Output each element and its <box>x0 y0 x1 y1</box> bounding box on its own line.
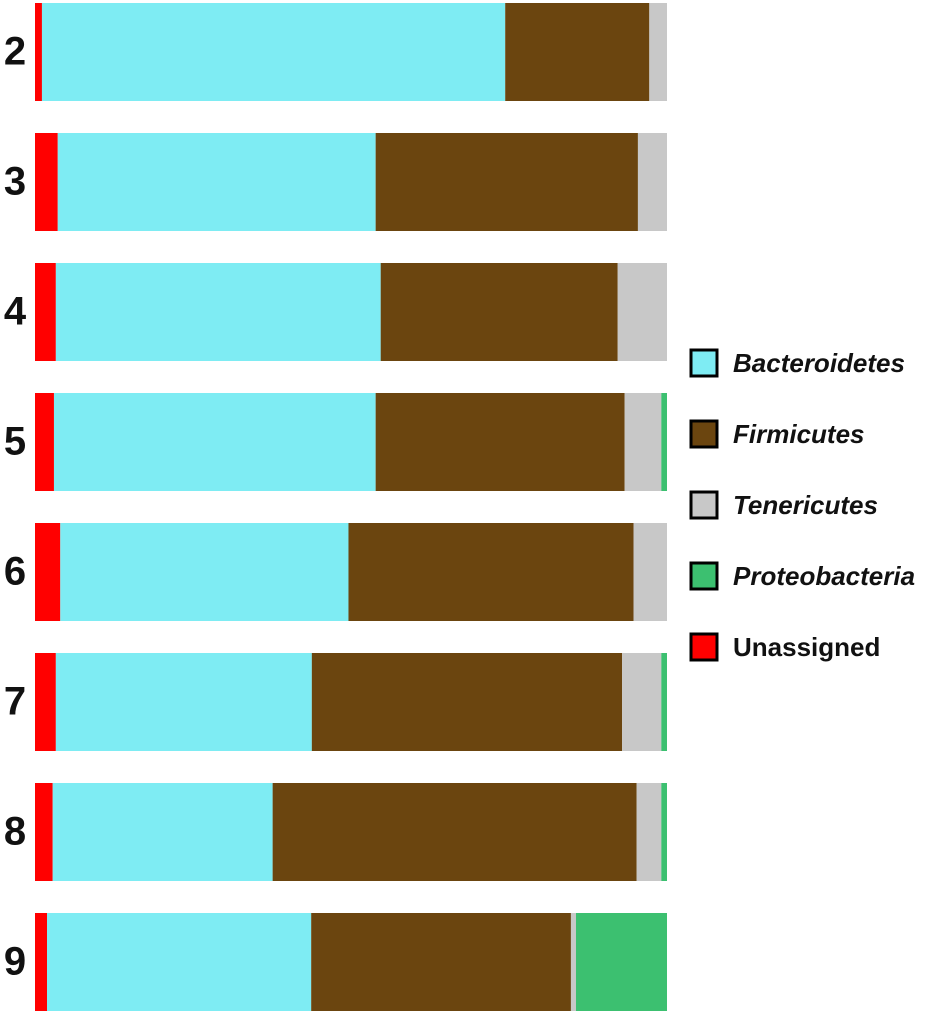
legend-label: Proteobacteria <box>733 561 915 591</box>
bar-segment <box>661 653 667 751</box>
bar-segment <box>633 523 667 621</box>
bar-segment <box>661 783 667 881</box>
category-label: 6 <box>4 550 26 594</box>
bar-segment <box>311 653 623 751</box>
legend-swatch <box>689 490 719 520</box>
bar-segment <box>272 783 637 881</box>
category-label: 9 <box>4 940 26 984</box>
bar-segment <box>57 133 376 231</box>
bar-segment <box>55 263 381 361</box>
category-label: 8 <box>4 810 26 854</box>
category-label: 7 <box>4 680 26 724</box>
legend-label: Unassigned <box>733 632 880 662</box>
bar-segment <box>348 523 634 621</box>
category-label: 4 <box>4 290 27 334</box>
bar-segment <box>622 653 662 751</box>
legend-swatch <box>689 561 719 591</box>
legend-swatch <box>689 348 719 378</box>
bar-segment <box>60 523 349 621</box>
bar-segment <box>661 393 667 491</box>
bar-segment <box>649 3 667 101</box>
legend-swatch <box>689 632 719 662</box>
bar-segment <box>575 913 667 1011</box>
category-label: 5 <box>4 420 26 464</box>
bar-segment <box>624 393 662 491</box>
legend-label: Firmicutes <box>733 419 865 449</box>
bar-segment <box>53 393 376 491</box>
bar-segment <box>35 523 61 621</box>
legend-label: Bacteroidetes <box>733 348 905 378</box>
bar-segment <box>41 3 506 101</box>
category-label: 2 <box>4 30 26 74</box>
bar-segment <box>55 653 312 751</box>
bar-segment <box>35 913 48 1011</box>
bar-segment <box>35 133 58 231</box>
bar-segment <box>375 133 638 231</box>
bar-segment <box>637 133 667 231</box>
legend-swatch <box>689 419 719 449</box>
bar-segment <box>35 3 42 101</box>
bar-segment <box>35 263 56 361</box>
bar-segment <box>311 913 571 1011</box>
bar-segment <box>570 913 576 1011</box>
bar-segment <box>35 393 54 491</box>
category-label: 3 <box>4 160 26 204</box>
bar-segment <box>52 783 273 881</box>
bar-segment <box>375 393 625 491</box>
bar-segment <box>617 263 667 361</box>
bar-segment <box>47 913 312 1011</box>
legend-label: Tenericutes <box>733 490 878 520</box>
bar-segment <box>35 653 56 751</box>
bar-segment <box>636 783 662 881</box>
bar-segment <box>35 783 53 881</box>
bar-segment <box>505 3 650 101</box>
bar-segment <box>380 263 618 361</box>
